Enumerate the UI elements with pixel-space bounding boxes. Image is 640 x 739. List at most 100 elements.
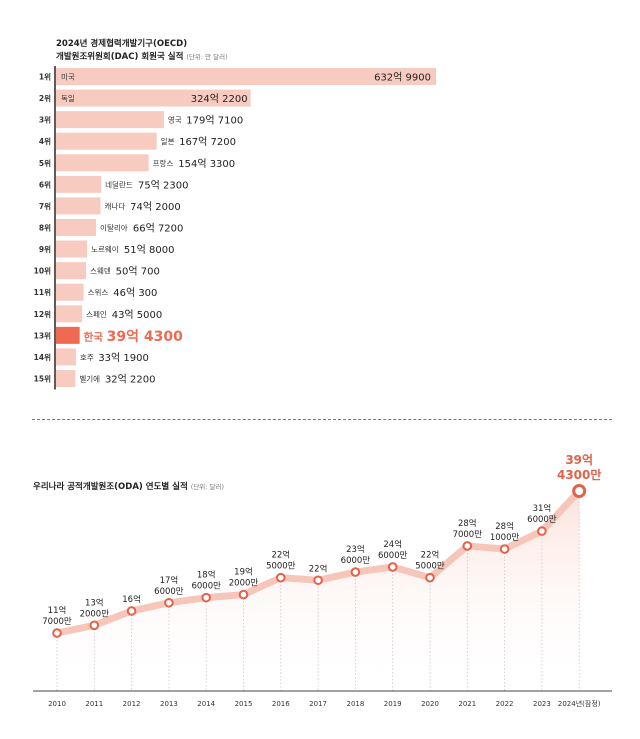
x-tick-label: 2018 xyxy=(346,700,364,708)
country-label: 미국 xyxy=(61,73,75,82)
country-label: 호주 xyxy=(80,353,94,362)
bar xyxy=(56,305,83,323)
data-point xyxy=(499,544,510,554)
value-label: 66억 7200 xyxy=(133,222,184,234)
data-label: 6000만 xyxy=(191,582,221,592)
x-tick-label: 2015 xyxy=(235,700,253,708)
data-point xyxy=(425,572,435,583)
x-tick-label: 2012 xyxy=(123,700,141,708)
rank-label: 15위 xyxy=(34,373,51,383)
country-label: 일본 xyxy=(161,137,175,146)
country-label: 스웨덴 xyxy=(90,267,111,276)
data-point xyxy=(126,606,137,616)
bar xyxy=(56,132,157,150)
value-label: 324억 2200 xyxy=(191,93,248,105)
value-label: 167억 7200 xyxy=(179,136,236,148)
data-label: 2000만 xyxy=(229,579,259,589)
x-tick-label: 2022 xyxy=(496,700,514,708)
top-chart-title-line1: 2024년 경제협력개발기구(OECD) xyxy=(56,39,188,49)
bar xyxy=(56,283,84,301)
x-tick-label: 2010 xyxy=(48,700,66,708)
bar xyxy=(56,326,80,344)
data-label: 13억 xyxy=(85,597,104,608)
x-tick-label: 2014 xyxy=(197,700,215,708)
data-label: 6000만 xyxy=(378,551,408,561)
rank-label: 7위 xyxy=(39,201,51,211)
x-tick-label: 2011 xyxy=(85,700,103,708)
x-tick-label: 2019 xyxy=(384,700,402,708)
bar xyxy=(56,218,97,236)
value-label: 39억 4300 xyxy=(107,329,183,345)
data-label: 31억 xyxy=(533,503,552,514)
value-label: 46억 300 xyxy=(113,287,157,299)
data-point xyxy=(387,562,398,572)
country-label: 캐나다 xyxy=(105,202,126,211)
country-label: 스위스 xyxy=(88,288,109,297)
rank-label: 4위 xyxy=(39,136,51,146)
value-label: 32억 2200 xyxy=(105,373,156,385)
country-label: 노르웨이 xyxy=(91,244,119,254)
data-label: 19억 xyxy=(234,567,253,578)
rank-label: 1위 xyxy=(39,72,51,82)
section-divider xyxy=(32,419,612,420)
data-label: 5000만 xyxy=(415,562,445,572)
data-label: 6000만 xyxy=(527,515,557,525)
dac-ranking-bar-chart: 1위 미국 632억 9900 2위 독일 324억 2200 3위 영국 179억 7100 4… xyxy=(34,66,436,390)
x-tick-label: 2023 xyxy=(533,700,551,708)
rank-label: 10위 xyxy=(34,266,51,276)
data-label: 6000만 xyxy=(341,556,371,566)
bar xyxy=(56,262,87,280)
data-point xyxy=(313,575,323,586)
data-point xyxy=(89,620,100,631)
country-label: 독일 xyxy=(61,94,75,103)
data-label: 6000만 xyxy=(154,587,184,597)
data-point xyxy=(238,589,249,600)
country-label: 이탈리아 xyxy=(100,222,128,232)
data-label: 24억 xyxy=(383,539,402,550)
value-label: 154억 3300 xyxy=(178,158,235,170)
x-tick-label: 2013 xyxy=(160,700,178,708)
country-label: 프랑스 xyxy=(153,159,174,168)
data-point xyxy=(462,541,473,551)
country-label: 네덜란드 xyxy=(105,179,133,189)
data-label: 22억 xyxy=(271,550,290,561)
data-point xyxy=(52,628,62,638)
data-point xyxy=(164,597,174,608)
bar xyxy=(56,68,436,85)
data-label: 1000만 xyxy=(490,533,520,543)
x-tick-label: 2016 xyxy=(272,700,290,708)
data-point xyxy=(350,567,361,577)
rank-label: 13위 xyxy=(34,330,51,340)
top-chart-title-text: 개발원조위원회(DAC) 회원국 실적 xyxy=(56,52,184,62)
x-tick-label: 2020 xyxy=(421,700,439,708)
bar xyxy=(56,154,149,172)
value-label: 75억 2300 xyxy=(138,179,189,191)
x-tick-label: 2024년(잠정) xyxy=(558,699,601,708)
data-label: 22억 xyxy=(309,563,328,574)
data-label: 22억 xyxy=(421,550,440,561)
line-area xyxy=(57,491,580,691)
data-label: 2000만 xyxy=(80,609,110,619)
value-label: 179억 7100 xyxy=(186,115,243,127)
bar xyxy=(56,348,76,366)
data-label: 18억 xyxy=(197,570,216,581)
data-point xyxy=(572,484,587,498)
x-tick-label: 2017 xyxy=(309,700,327,708)
rank-label: 3위 xyxy=(39,115,51,125)
country-label: 스페인 xyxy=(86,309,107,319)
rank-label: 8위 xyxy=(39,222,51,232)
bar xyxy=(56,111,164,129)
rank-label: 6위 xyxy=(39,179,51,189)
data-label: 23억 xyxy=(346,544,365,555)
top-chart-title-line2: 개발원조위원회(DAC) 회원국 실적 (단위: 만 달러) xyxy=(56,50,228,62)
data-label: 4300만 xyxy=(557,467,601,482)
value-label: 632억 9900 xyxy=(374,72,431,84)
data-label: 11억 xyxy=(48,605,67,616)
rank-label: 11위 xyxy=(34,287,51,297)
bottom-chart-title-text: 우리나라 공적개발원조(ODA) 연도별 실적 xyxy=(33,482,188,492)
value-label: 74억 2000 xyxy=(130,201,181,213)
data-point xyxy=(201,592,211,603)
country-label: 한국 xyxy=(84,330,104,343)
value-label: 43억 5000 xyxy=(112,309,163,321)
top-chart-unit: (단위: 만 달러) xyxy=(186,53,228,61)
